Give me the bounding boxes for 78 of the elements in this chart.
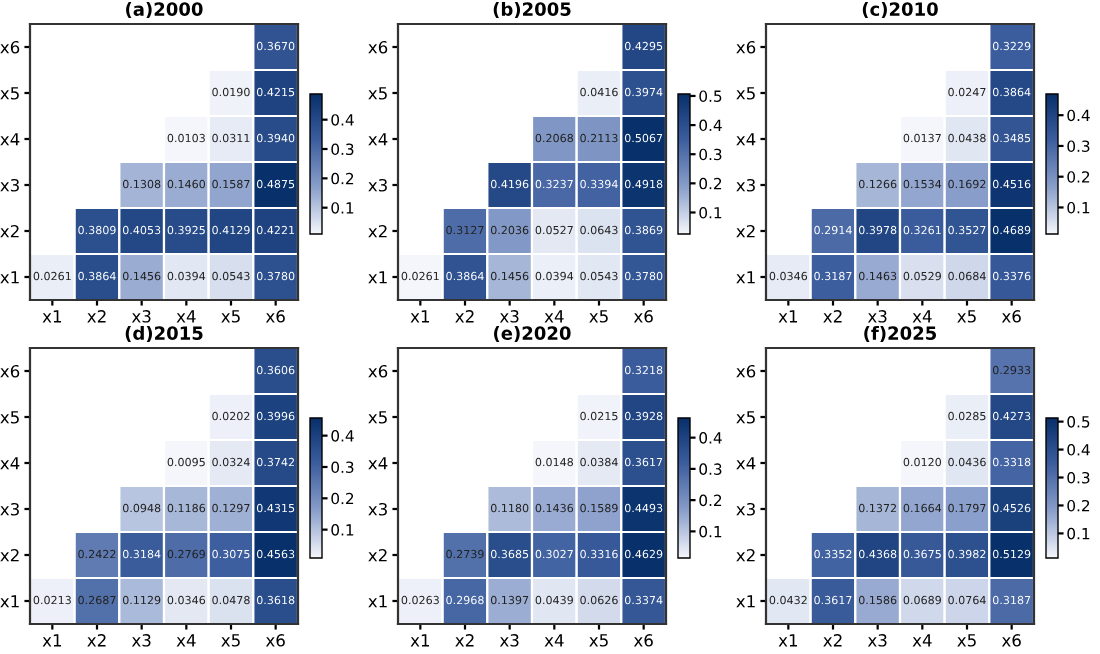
y-tick-label: x6 (736, 40, 756, 54)
chart-title: (c)2010 (862, 1, 938, 19)
y-tick-label: x2 (736, 548, 755, 562)
y-tick-label: x5 (0, 411, 19, 424)
y-tick-label: x3 (368, 502, 387, 516)
y-tick-label: x2 (0, 548, 19, 562)
x-tick-label: x6 (265, 310, 285, 323)
y-tick-label: x5 (368, 87, 387, 100)
x-tick-label: x5 (957, 634, 976, 647)
x-tick-label: x5 (589, 310, 608, 323)
y-tick-label: x4 (368, 457, 388, 470)
x-tick-label: x1 (410, 634, 430, 647)
y-tick-label: x1 (736, 271, 755, 284)
x-tick-label: x2 (87, 310, 106, 323)
x-tick-label: x5 (589, 634, 608, 647)
y-tick-label: x5 (0, 87, 19, 100)
chart-title: (f)2025 (864, 325, 937, 343)
y-tick-label: x4 (736, 457, 756, 470)
y-tick-label: x4 (0, 457, 20, 470)
y-tick-label: x3 (736, 178, 755, 192)
x-tick-label: x4 (544, 310, 564, 323)
x-tick-label: x5 (221, 310, 240, 323)
x-tick-label: x4 (176, 634, 196, 647)
y-tick-label: x5 (368, 411, 387, 424)
x-tick-label: x3 (867, 634, 887, 647)
x-tick-label: x2 (455, 310, 474, 323)
x-tick-label: x3 (131, 310, 151, 323)
y-tick-label: x2 (0, 224, 19, 238)
y-tick-label: x4 (368, 133, 388, 146)
y-tick-label: x1 (368, 271, 387, 284)
y-tick-label: x1 (736, 595, 755, 608)
chart-title: (d)2015 (125, 325, 203, 343)
y-tick-label: x6 (0, 40, 20, 54)
y-tick-label: x5 (736, 411, 755, 424)
x-tick-label: x6 (1001, 634, 1021, 647)
x-tick-label: x1 (778, 310, 798, 323)
chart-title: (e)2020 (494, 325, 571, 343)
x-tick-label: x6 (633, 310, 653, 323)
y-tick-label: x4 (736, 133, 756, 146)
y-tick-label: x6 (736, 364, 756, 378)
y-tick-label: x2 (736, 224, 755, 238)
y-tick-label: x4 (0, 133, 20, 146)
x-tick-label: x2 (455, 634, 474, 647)
x-tick-label: x5 (221, 634, 240, 647)
x-tick-label: x6 (1001, 310, 1021, 323)
x-tick-label: x1 (778, 634, 798, 647)
y-tick-label: x5 (736, 87, 755, 100)
x-tick-label: x1 (42, 310, 62, 323)
x-tick-label: x2 (823, 634, 842, 647)
x-tick-label: x4 (912, 310, 932, 323)
y-tick-label: x1 (0, 595, 19, 608)
y-tick-label: x2 (368, 224, 387, 238)
x-tick-label: x1 (410, 310, 430, 323)
x-tick-label: x6 (265, 634, 285, 647)
x-tick-label: x3 (499, 310, 519, 323)
x-tick-label: x6 (633, 634, 653, 647)
x-tick-label: x3 (867, 310, 887, 323)
y-tick-label: x2 (368, 548, 387, 562)
x-tick-label: x2 (87, 634, 106, 647)
y-tick-label: x6 (0, 364, 20, 378)
x-tick-label: x2 (823, 310, 842, 323)
y-tick-label: x6 (368, 40, 388, 54)
x-tick-label: x5 (957, 310, 976, 323)
y-tick-label: x3 (736, 502, 755, 516)
y-tick-label: x3 (0, 178, 19, 192)
x-tick-label: x1 (42, 634, 62, 647)
x-tick-label: x4 (912, 634, 932, 647)
y-tick-label: x3 (368, 178, 387, 192)
x-tick-label: x4 (544, 634, 564, 647)
x-tick-label: x3 (131, 634, 151, 647)
chart-title: (a)2000 (126, 1, 203, 19)
y-tick-label: x1 (0, 271, 19, 284)
x-tick-label: x4 (176, 310, 196, 323)
chart-title: (b)2005 (493, 1, 571, 19)
y-tick-label: x1 (368, 595, 387, 608)
x-tick-label: x3 (499, 634, 519, 647)
y-tick-label: x3 (0, 502, 19, 516)
y-tick-label: x6 (368, 364, 388, 378)
